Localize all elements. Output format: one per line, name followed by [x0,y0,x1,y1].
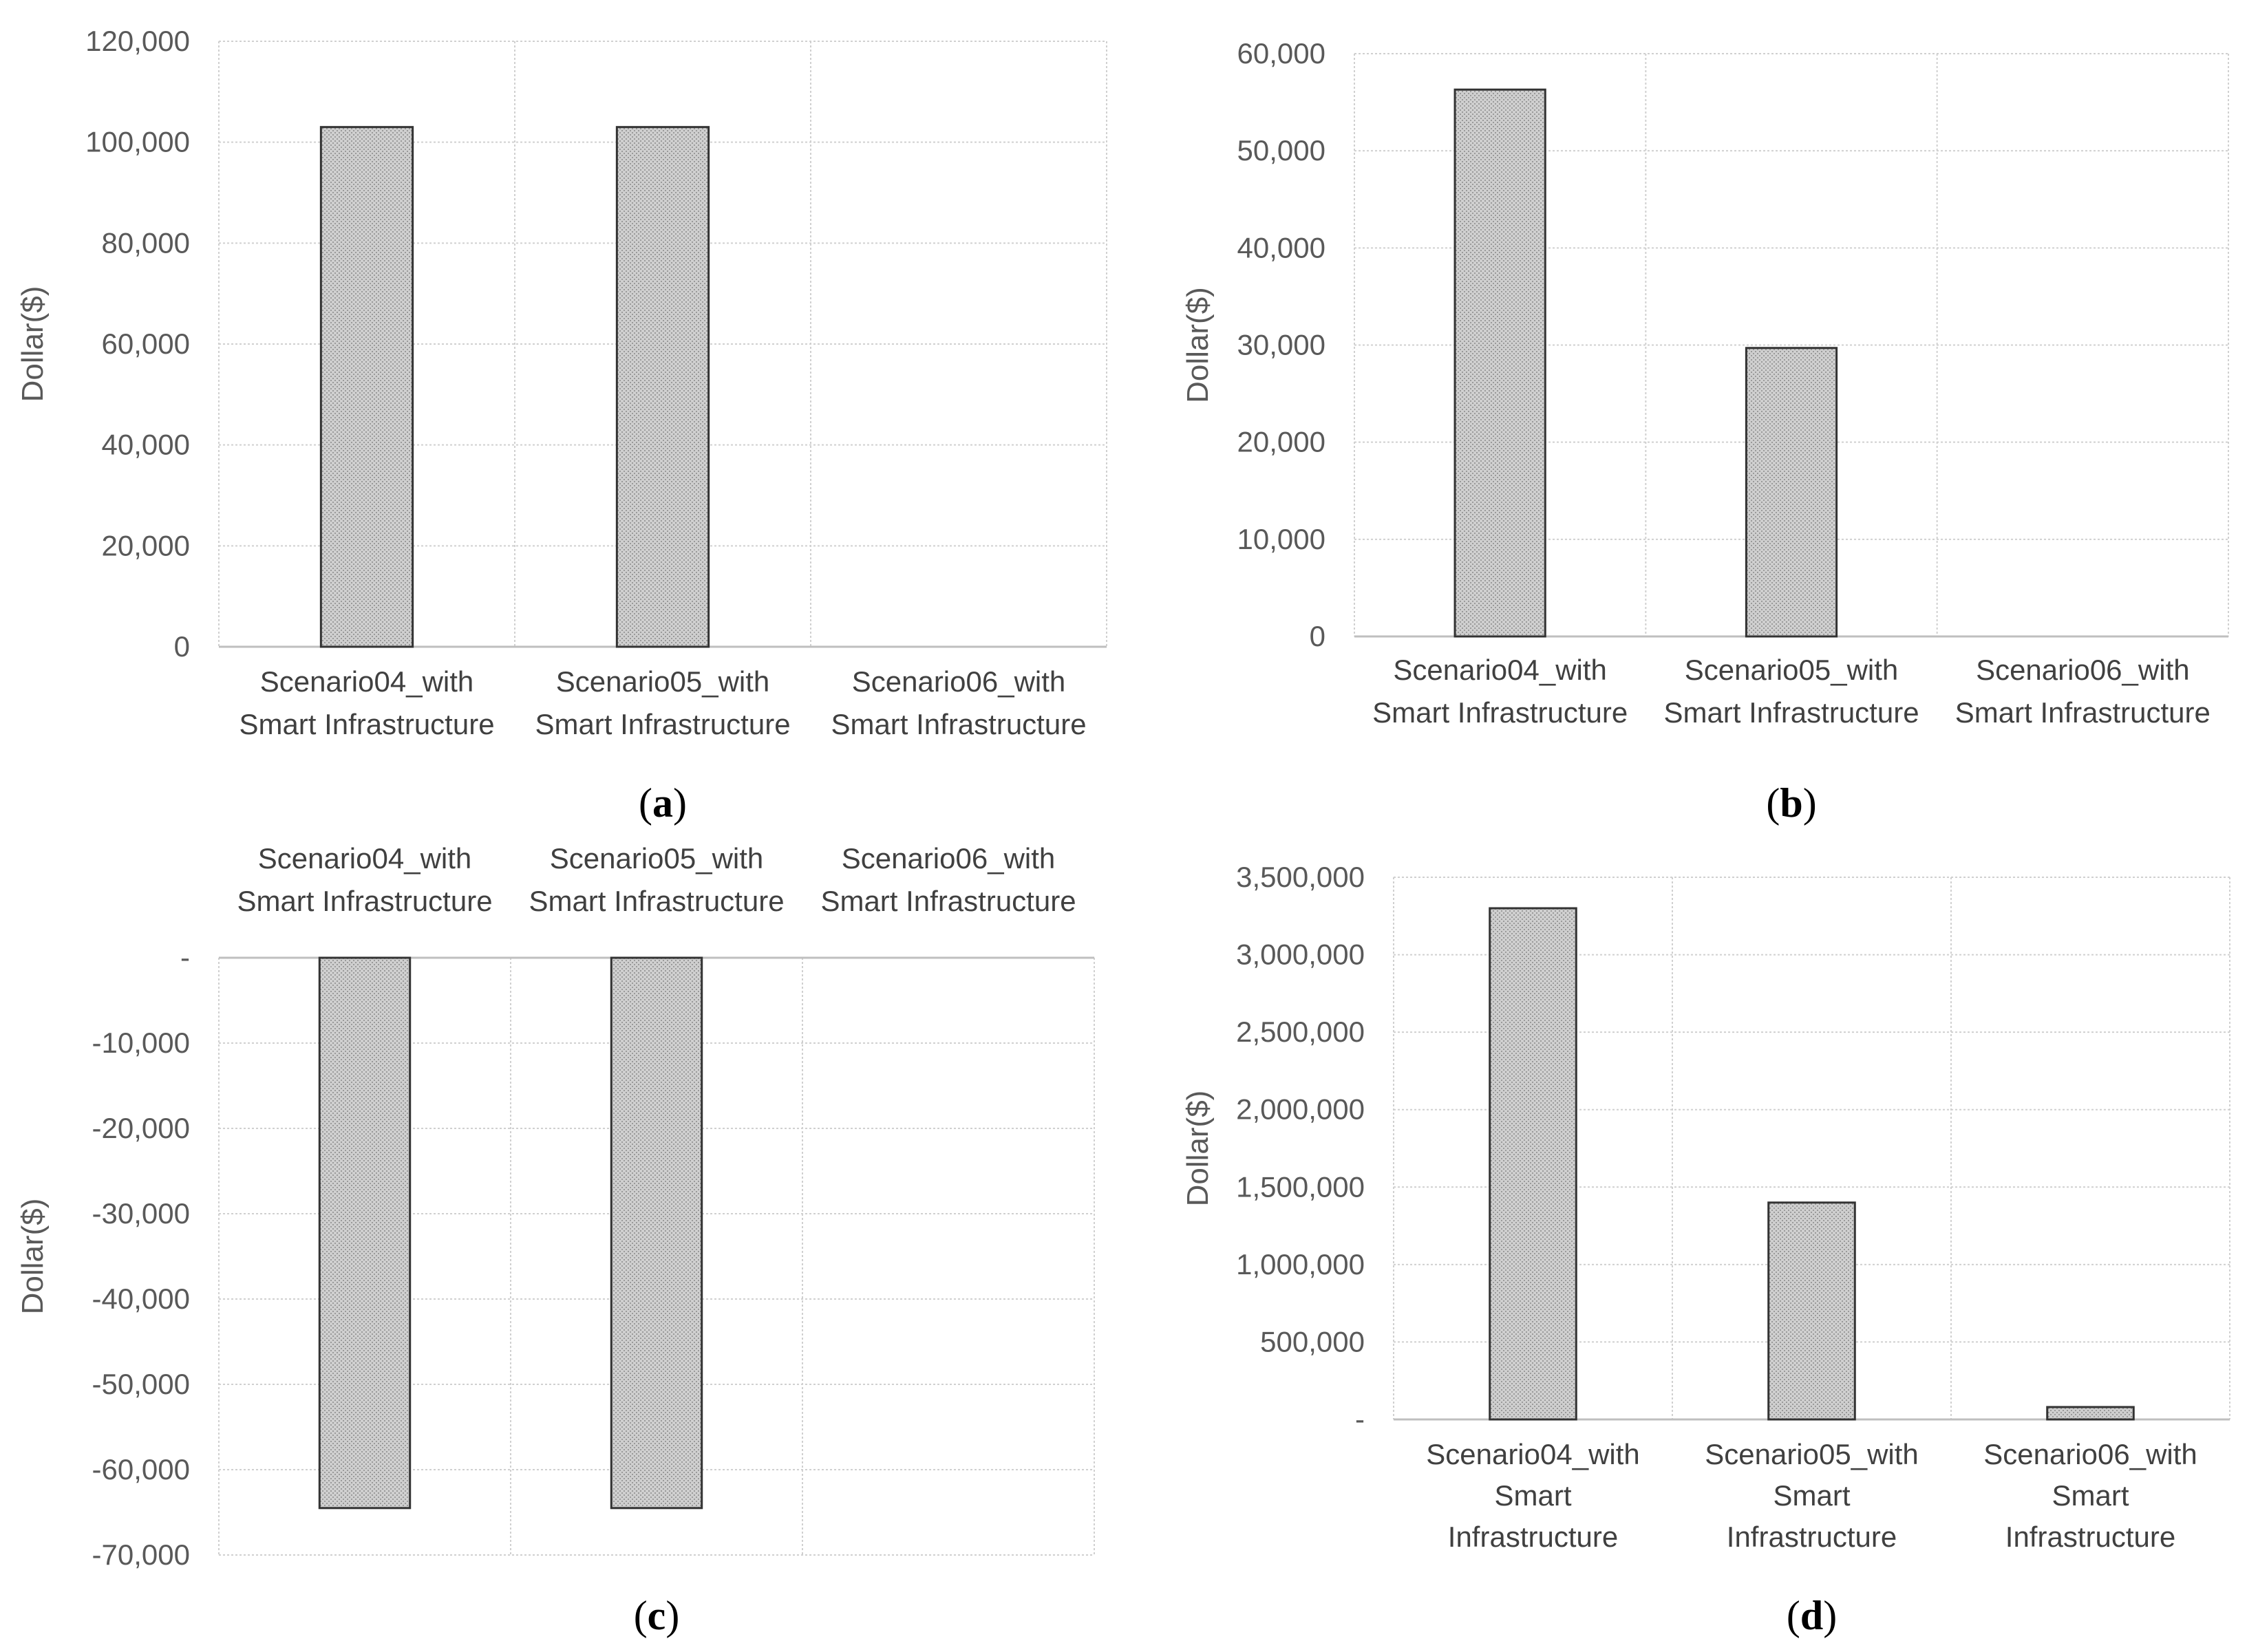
category-label: Infrastructure [1727,1521,1897,1553]
category-label: Scenario04_with [1393,654,1607,686]
category-label: Smart Infrastructure [831,708,1086,740]
category-label: Scenario04_with [1426,1438,1640,1470]
category-label: Scenario04_with [260,665,474,698]
category-label: Smart Infrastructure [1372,696,1628,729]
category-label: Smart Infrastructure [1663,696,1919,729]
y-tick-label: 2,000,000 [1236,1093,1365,1126]
y-tick-label: - [1355,1403,1365,1435]
y-tick-label: 0 [1310,620,1325,652]
category-label: Scenario04_with [258,842,472,875]
category-label: Smart Infrastructure [239,708,494,740]
y-tick-label: 120,000 [85,25,190,57]
category-label: Smart Infrastructure [529,885,784,917]
category-label: Scenario06_with [1983,1438,2197,1470]
y-tick-label: 1,000,000 [1236,1248,1365,1280]
y-tick-label: -20,000 [92,1112,190,1144]
category-label: Smart [2052,1479,2129,1512]
y-axis-title: Dollar($) [1181,1091,1215,1207]
category-label: Scenario06_with [852,665,1066,698]
chart-panel-c: - -10,000 -20,000 -30,000 -40,000 -50,000 -60,… [16,842,1095,1638]
y-tick-label: -10,000 [92,1027,190,1059]
y-tick-label: -30,000 [92,1197,190,1230]
category-label: Infrastructure [1448,1521,1618,1553]
y-tick-label: 80,000 [102,226,190,259]
y-tick-label: 30,000 [1237,329,1325,361]
category-label: Scenario05_with [556,665,770,698]
y-axis-title: Dollar($) [1181,287,1215,403]
bar-2 [1745,347,1838,638]
bar-3 [2046,1406,2135,1421]
category-label: Smart [1773,1479,1850,1512]
category-label: Scenario05_with [1705,1438,1919,1470]
y-tick-label: 3,000,000 [1236,938,1365,971]
panel-label: (b) [1766,780,1816,826]
y-tick-label: -50,000 [92,1368,190,1400]
y-tick-label: 20,000 [102,529,190,561]
y-tick-label: 3,500,000 [1236,861,1365,893]
category-label: Smart [1494,1479,1571,1512]
y-tick-label: 40,000 [1237,231,1325,264]
y-tick-label: 1,500,000 [1236,1170,1365,1203]
y-tick-label: 100,000 [85,126,190,158]
bar-1 [1489,907,1577,1421]
y-tick-label: -60,000 [92,1453,190,1485]
panel-label: (a) [639,780,687,826]
bar-1 [319,126,414,648]
chart-panel-d: - 500,000 1,000,000 1,500,000 2,000,000 2,500… [1181,861,2230,1638]
bar-2 [615,126,710,648]
chart-panel-a: 0 20,000 40,000 60,000 80,000 100,000 120,000 S… [16,25,1107,826]
panel-label: (c) [634,1593,680,1638]
y-tick-label: 60,000 [1237,37,1325,69]
y-tick-label: 60,000 [102,328,190,360]
y-tick-label: -40,000 [92,1283,190,1315]
y-tick-label: -70,000 [92,1538,190,1571]
category-label: Smart Infrastructure [535,708,790,740]
panel-label: (d) [1787,1593,1837,1638]
category-label: Scenario05_with [1685,654,1899,686]
chart-panel-b: 0 10,000 20,000 30,000 40,000 50,000 60,000 Sce… [1181,37,2229,826]
y-tick-label: 2,500,000 [1236,1016,1365,1048]
bar-2 [610,956,703,1510]
category-label: Scenario05_with [550,842,764,875]
category-label: Infrastructure [2005,1521,2175,1553]
y-tick-label: 500,000 [1260,1325,1365,1358]
y-tick-label: 0 [174,630,190,663]
y-tick-label: 20,000 [1237,426,1325,458]
y-axis-title: Dollar($) [16,286,50,403]
bar-2 [1767,1201,1856,1421]
y-tick-label: 40,000 [102,429,190,461]
category-label: Scenario06_with [1976,654,2190,686]
category-label: Smart Infrastructure [1955,696,2211,729]
category-label: Scenario06_with [842,842,1056,875]
y-tick-label: 10,000 [1237,523,1325,555]
y-tick-label: 50,000 [1237,134,1325,167]
y-tick-label: - [180,941,190,974]
bar-1 [318,956,412,1510]
y-axis-title: Dollar($) [16,1199,50,1315]
category-label: Smart Infrastructure [820,885,1076,917]
bar-1 [1453,88,1546,638]
category-label: Smart Infrastructure [237,885,492,917]
